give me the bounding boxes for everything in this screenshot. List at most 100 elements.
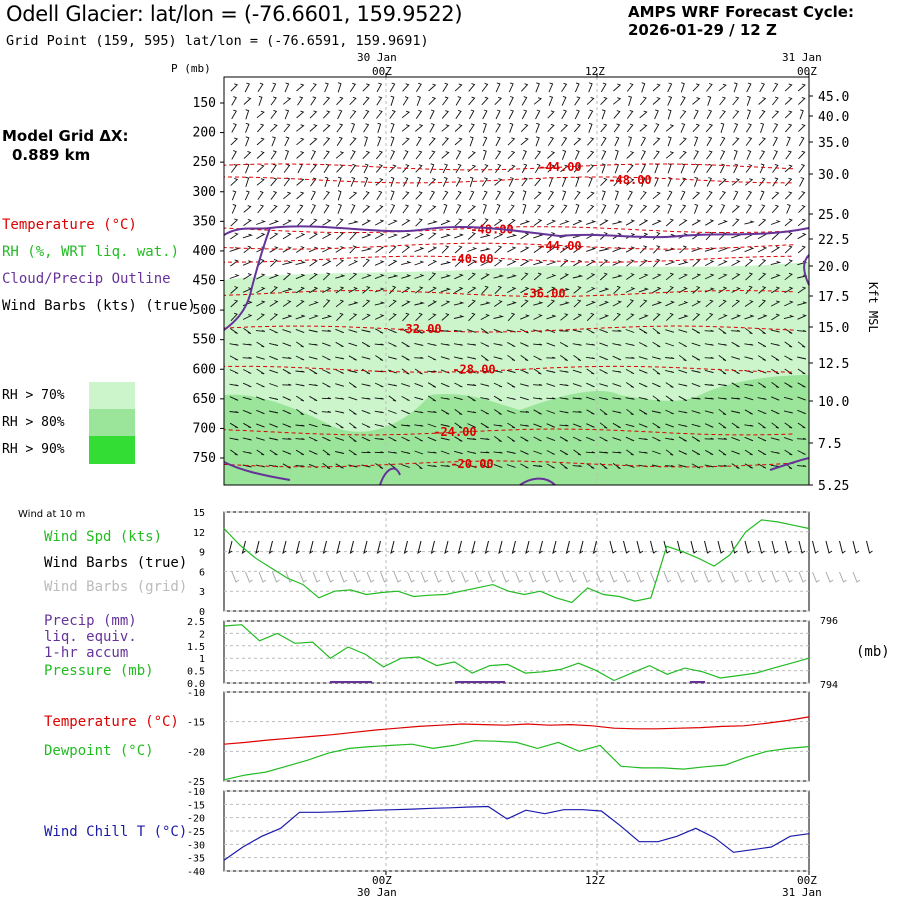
- xsec-wind-barb: [282, 356, 292, 359]
- xsec-wind-barb: [693, 150, 699, 160]
- xsec-wind-barb: [454, 422, 463, 429]
- xsec-wind-barb: [402, 191, 410, 200]
- xsec-wind-barb: [706, 83, 713, 92]
- xsec-wind-barb: [388, 313, 397, 321]
- legend-temperature: Temperature (°C): [2, 217, 137, 233]
- xsec-wind-barb: [467, 164, 477, 173]
- xsec-wind-barb: [599, 219, 609, 226]
- xsec-wind-barb: [427, 451, 437, 454]
- xsec-wind-barb: [350, 176, 356, 187]
- xsec-wind-barb: [758, 177, 766, 187]
- xsec-wind-barb: [560, 313, 569, 321]
- cycle-line-2: 2026-01-29 / 12 Z: [628, 21, 777, 39]
- xsec-wind-barb: [402, 96, 409, 106]
- xsec-wind-barb: [230, 259, 239, 267]
- xsec-wind-barb: [441, 313, 450, 321]
- xsec-wind-barb: [494, 300, 503, 307]
- height-tick-label: 12.5: [818, 357, 849, 372]
- xsec-wind-barb: [348, 301, 359, 306]
- xsec-wind-barb: [573, 449, 582, 456]
- xsec-wind-barb: [784, 259, 793, 267]
- rh70-swatch: [89, 382, 135, 409]
- xsec-wind-barb: [733, 82, 738, 93]
- xsec-wind-barb: [401, 124, 411, 132]
- xsec-wind-barb: [652, 286, 662, 294]
- true-wind-barb: [511, 540, 516, 555]
- xsec-wind-barb: [376, 190, 383, 201]
- xsec-wind-barb: [572, 274, 584, 279]
- xsec-wind-barb: [455, 109, 462, 119]
- xsec-wind-barb: [283, 123, 291, 133]
- xsec-wind-barb: [415, 312, 423, 322]
- xsec-wind-barb: [308, 329, 318, 333]
- xsec-wind-barb: [679, 177, 687, 187]
- xsec-wind-barb: [230, 137, 239, 146]
- xsec-wind-barb: [731, 259, 741, 266]
- xsec-wind-barb: [442, 190, 449, 201]
- xsec-wind-barb: [349, 137, 357, 146]
- true-wind-barb: [771, 540, 779, 554]
- xsec-wind-barb: [757, 246, 768, 253]
- temp-contour: [223, 226, 795, 234]
- xsec-wind-barb: [443, 203, 448, 214]
- xsec-wind-barb: [361, 247, 373, 252]
- xsec-wind-barb: [335, 397, 345, 400]
- windchill-panel-tick-label: -25: [187, 827, 205, 838]
- page-subtitle: Grid Point (159, 595) lat/lon = (-76.659…: [6, 33, 429, 49]
- xsec-wind-barb: [454, 409, 463, 416]
- xsec-wind-barb: [665, 312, 674, 321]
- xsec-wind-barb: [586, 273, 596, 280]
- grid-wind-barb: [258, 571, 267, 583]
- xsec-wind-barb: [362, 96, 370, 106]
- xsec-wind-barb: [374, 410, 384, 414]
- xsec-wind-barb: [257, 123, 265, 133]
- xsec-wind-barb: [229, 274, 240, 279]
- xsec-wind-barb: [454, 463, 463, 469]
- xsec-wind-barb: [229, 369, 239, 374]
- xsec-wind-barb: [704, 410, 714, 414]
- xsec-wind-barb: [599, 272, 608, 281]
- xsec-wind-barb: [771, 313, 781, 321]
- xsec-wind-barb: [638, 287, 649, 293]
- xsec-wind-barb: [785, 123, 793, 133]
- xsec-wind-barb: [322, 124, 331, 132]
- xsec-wind-barb: [493, 315, 505, 319]
- xsec-wind-barb: [586, 368, 595, 375]
- xsec-wind-barb: [719, 150, 726, 160]
- xsec-wind-barb: [586, 259, 596, 267]
- xsec-wind-barb: [652, 83, 661, 92]
- xsec-wind-barb: [613, 110, 621, 119]
- xsec-wind-barb: [585, 356, 595, 360]
- xsec-wind-barb: [427, 342, 437, 347]
- xsec-wind-barb: [599, 259, 609, 267]
- xsec-wind-barb: [573, 313, 583, 321]
- xsec-wind-barb: [625, 219, 636, 226]
- xsec-wind-barb: [612, 220, 623, 225]
- grid-wind-barb: [420, 571, 429, 583]
- xsec-wind-barb: [231, 150, 237, 160]
- xsec-wind-barb: [480, 233, 491, 239]
- xsec-wind-barb: [468, 123, 475, 133]
- xsec-wind-barb: [336, 164, 344, 173]
- xsec-wind-barb: [244, 82, 250, 93]
- xsec-wind-barb: [639, 409, 648, 415]
- xsec-wind-barb: [257, 190, 264, 200]
- xsec-wind-barb: [242, 437, 252, 441]
- xsec-wind-barb: [704, 464, 714, 468]
- xsec-wind-barb: [350, 204, 356, 214]
- xsec-wind-barb: [561, 149, 567, 160]
- pressure-tick-label: 550: [193, 333, 216, 348]
- xsec-wind-barb: [282, 383, 292, 386]
- xsec-wind-barb: [797, 464, 807, 467]
- xsec-wind-barb: [614, 149, 619, 160]
- xsec-wind-barb: [482, 203, 487, 214]
- page-title: Odell Glacier: lat/lon = (-76.6601, 159.…: [6, 2, 463, 26]
- xsec-wind-barb: [245, 176, 250, 187]
- xsec-wind-barb: [704, 423, 714, 428]
- xsec-wind-barb: [284, 149, 289, 160]
- true-wind-barb: [430, 540, 435, 555]
- xsec-wind-barb: [441, 151, 450, 159]
- grid-wind-barb: [731, 571, 739, 583]
- xsec-wind-barb: [626, 151, 635, 159]
- xsec-wind-barb: [759, 150, 766, 160]
